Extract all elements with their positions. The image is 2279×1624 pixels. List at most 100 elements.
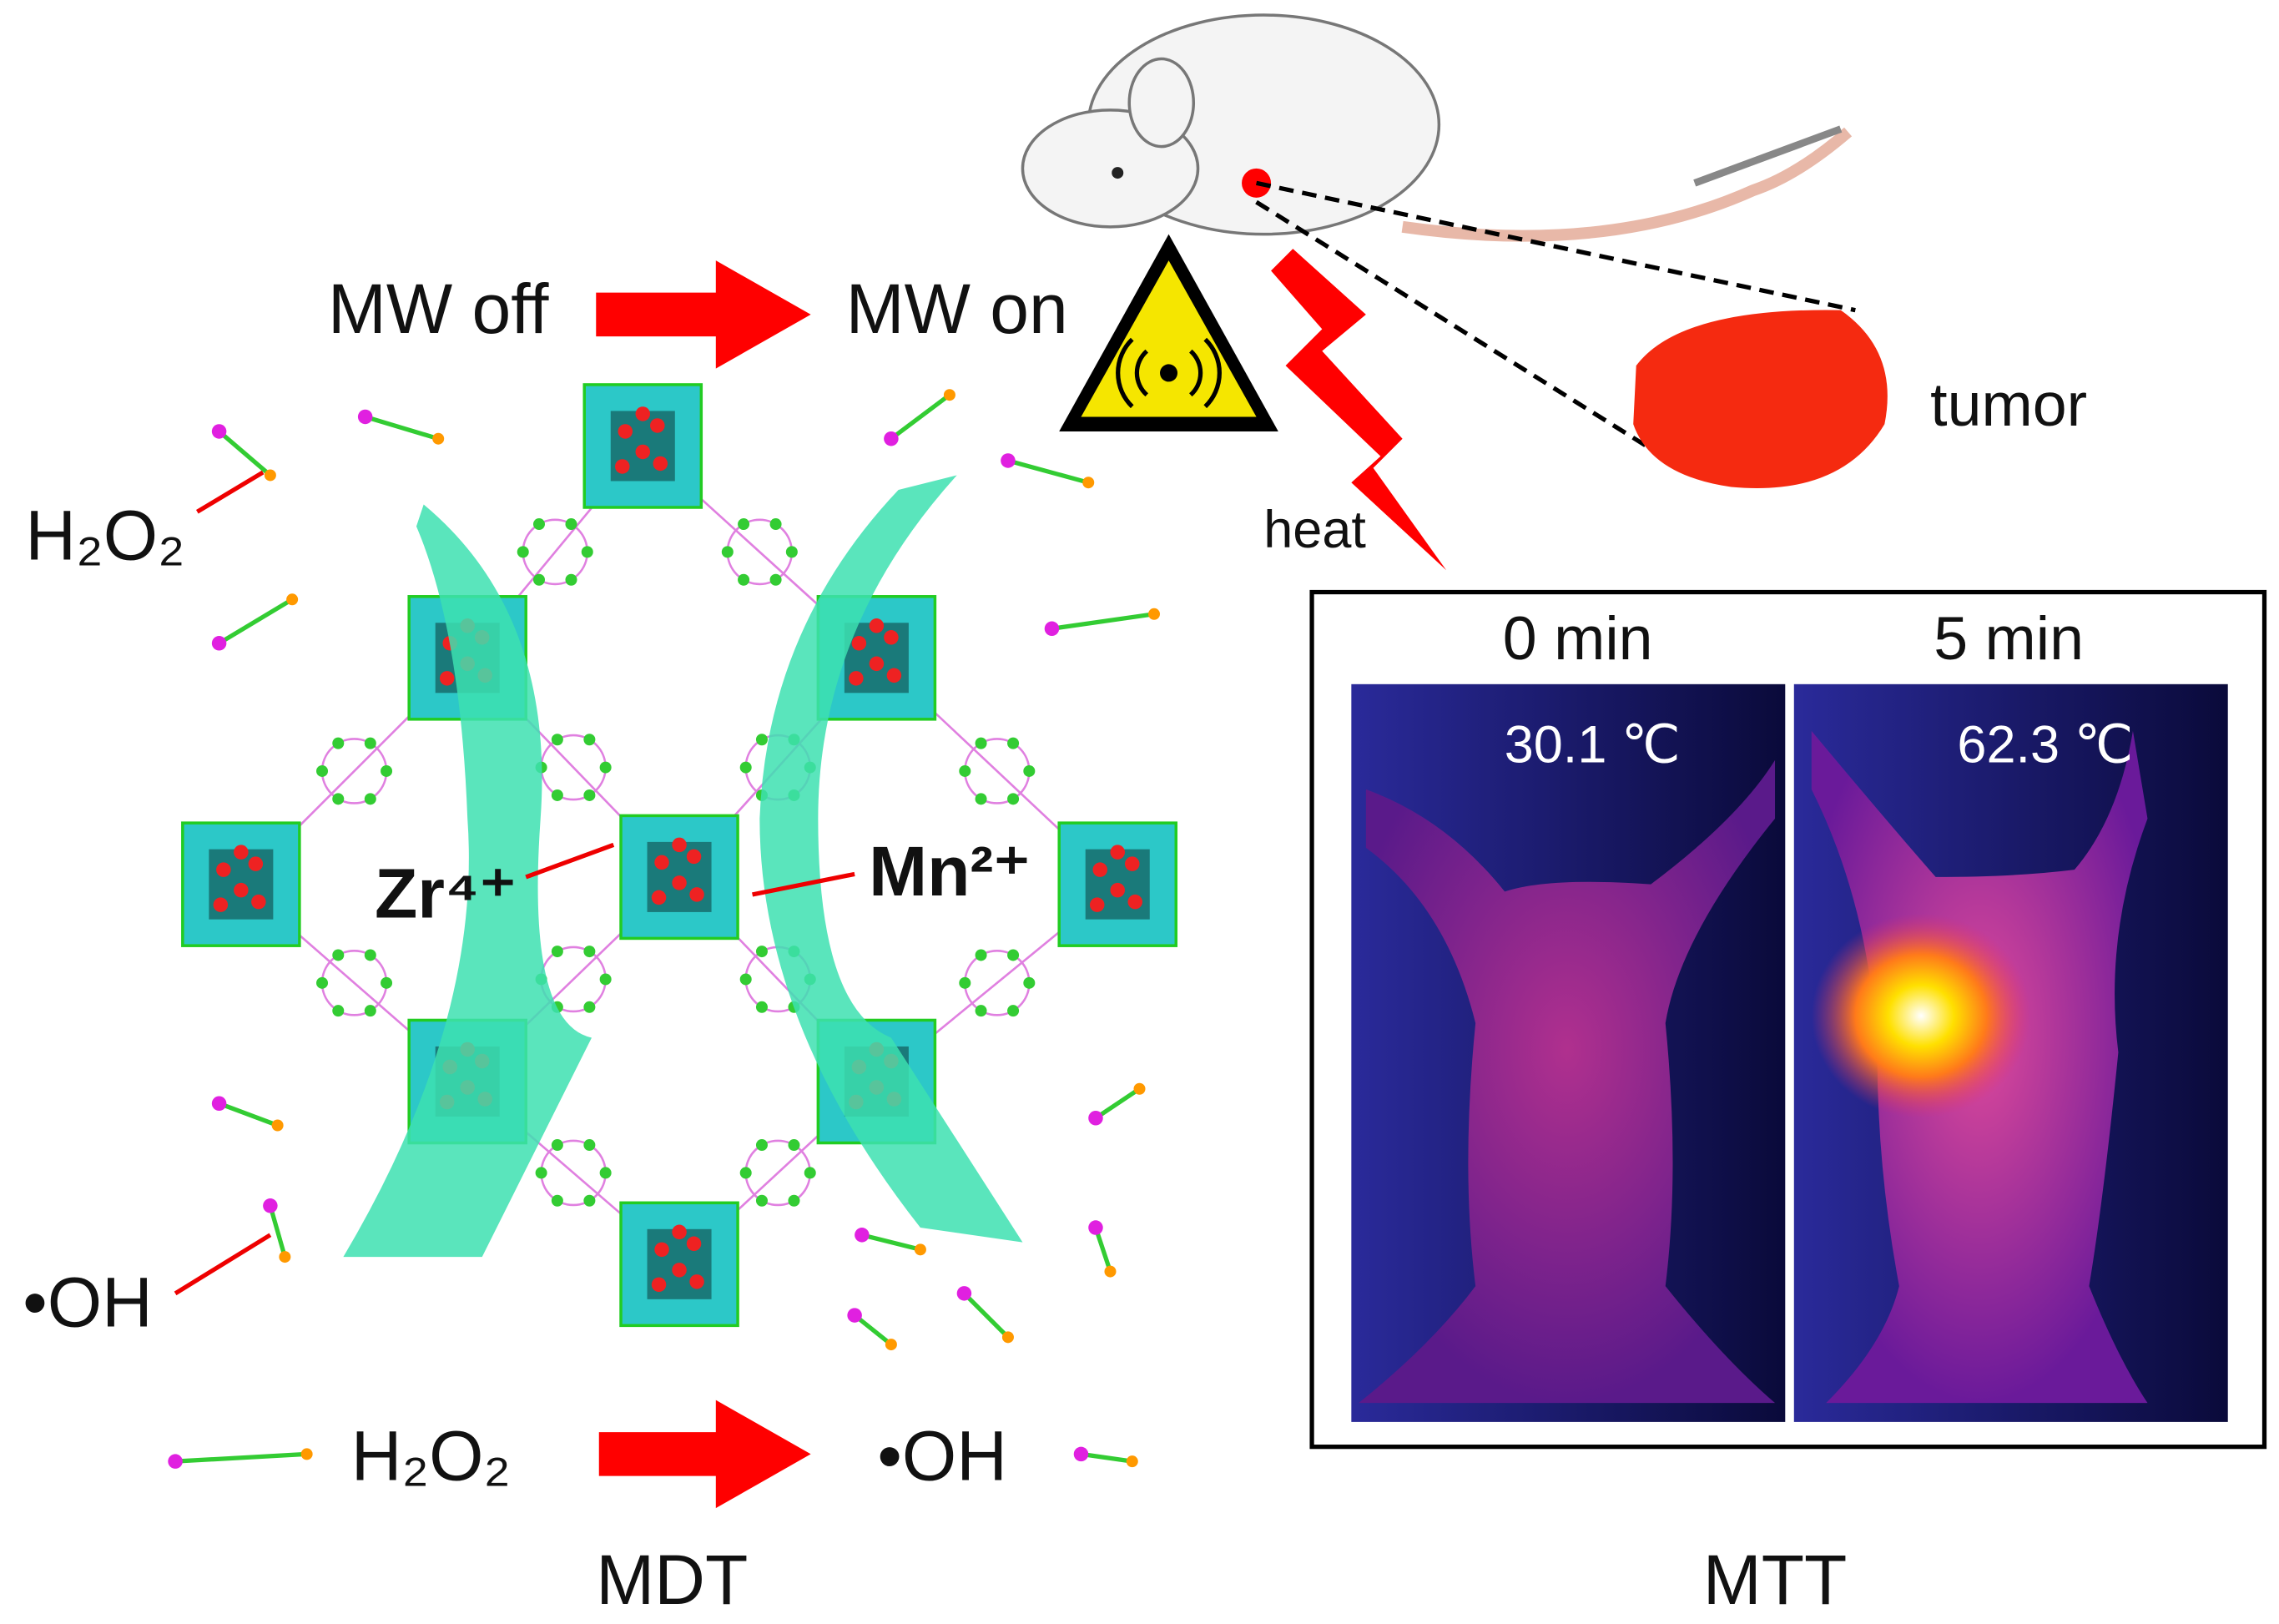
warning-sign — [1059, 234, 1278, 431]
mw-on-label: MW on — [846, 270, 1068, 348]
atom — [1133, 1082, 1146, 1095]
atom — [551, 946, 563, 958]
atom — [565, 573, 577, 586]
atom — [364, 737, 376, 749]
h2o2-label: H₂O₂ — [25, 496, 184, 574]
time-label: 0 min — [1503, 603, 1653, 673]
atom — [1088, 1220, 1103, 1235]
atom — [583, 1001, 596, 1013]
pointer — [752, 871, 855, 897]
atom — [316, 764, 329, 777]
atom — [1126, 1455, 1138, 1468]
atom — [271, 1119, 284, 1132]
atom — [618, 424, 633, 439]
molecule — [890, 393, 951, 441]
temperature-label: 30.1 ℃ — [1505, 715, 1681, 774]
panel-label: MTT — [1703, 1541, 1848, 1619]
atom — [211, 636, 227, 651]
atom — [532, 573, 545, 586]
atom — [381, 976, 393, 989]
atom — [975, 737, 987, 749]
atom — [654, 855, 669, 870]
molecule — [853, 1314, 893, 1347]
arrow — [596, 260, 811, 369]
atom — [686, 849, 702, 865]
atom — [599, 973, 612, 986]
atom — [357, 409, 373, 425]
atom — [551, 734, 563, 746]
atom — [956, 1286, 972, 1301]
atom — [1007, 793, 1020, 805]
molecule — [1081, 1451, 1133, 1464]
atom — [599, 1167, 612, 1179]
atom — [1148, 608, 1161, 620]
oh-label: •OH — [877, 1416, 1006, 1495]
heat-label: heat — [1263, 501, 1366, 559]
pointer — [195, 470, 265, 514]
zr-label: Zr⁴⁺ — [375, 854, 517, 932]
atom — [943, 389, 955, 401]
molecule — [1007, 458, 1089, 485]
molecule — [861, 1233, 921, 1252]
molecule — [217, 429, 272, 477]
atom — [769, 573, 782, 586]
atom — [847, 1308, 862, 1323]
atom — [672, 875, 687, 890]
atom — [1110, 882, 1125, 898]
atom — [439, 671, 455, 686]
molecule — [1093, 1227, 1112, 1273]
heat-bolt — [1271, 249, 1447, 571]
mouse — [1021, 13, 1853, 242]
atom — [251, 894, 266, 910]
atom — [332, 793, 345, 805]
atom — [975, 793, 987, 805]
atom — [849, 671, 864, 686]
atom — [300, 1448, 313, 1460]
molecule — [1094, 1087, 1141, 1120]
tumor-label: tumor — [1930, 370, 2087, 439]
mn-label: Mn²⁺ — [869, 832, 1031, 910]
atom — [755, 1001, 768, 1013]
atom — [755, 946, 768, 958]
pointer — [525, 842, 615, 880]
atom — [581, 546, 593, 558]
atom — [263, 1198, 278, 1213]
atom — [551, 1139, 563, 1152]
atom — [1001, 453, 1016, 468]
atom — [279, 1251, 291, 1263]
atom — [755, 1139, 768, 1152]
atom — [884, 630, 899, 645]
temperature-label: 62.3 ℃ — [1957, 715, 2133, 774]
atom — [804, 1167, 816, 1179]
atom — [168, 1454, 183, 1469]
atom — [689, 887, 704, 902]
atom — [248, 856, 264, 871]
atom — [1007, 949, 1020, 961]
atom — [721, 546, 734, 558]
atom — [785, 546, 798, 558]
atom — [211, 424, 227, 439]
atom — [869, 656, 885, 672]
mw-off-label: MW off — [328, 270, 549, 348]
atom — [551, 789, 563, 801]
atom — [213, 897, 229, 912]
atom — [975, 1005, 987, 1017]
atom — [1104, 1265, 1117, 1278]
atom — [1124, 856, 1140, 871]
molecule — [1051, 612, 1155, 631]
atom — [959, 976, 971, 989]
atom — [686, 1236, 702, 1252]
atom — [286, 593, 299, 606]
molecule — [364, 414, 439, 441]
atom — [769, 518, 782, 531]
atom — [1007, 1005, 1020, 1017]
atom — [739, 1167, 752, 1179]
atom — [1088, 1111, 1103, 1126]
tumor — [1633, 310, 1888, 488]
atom — [532, 518, 545, 531]
arrow — [598, 1400, 811, 1509]
atom — [738, 518, 750, 531]
atom — [886, 668, 902, 683]
atom — [583, 734, 596, 746]
